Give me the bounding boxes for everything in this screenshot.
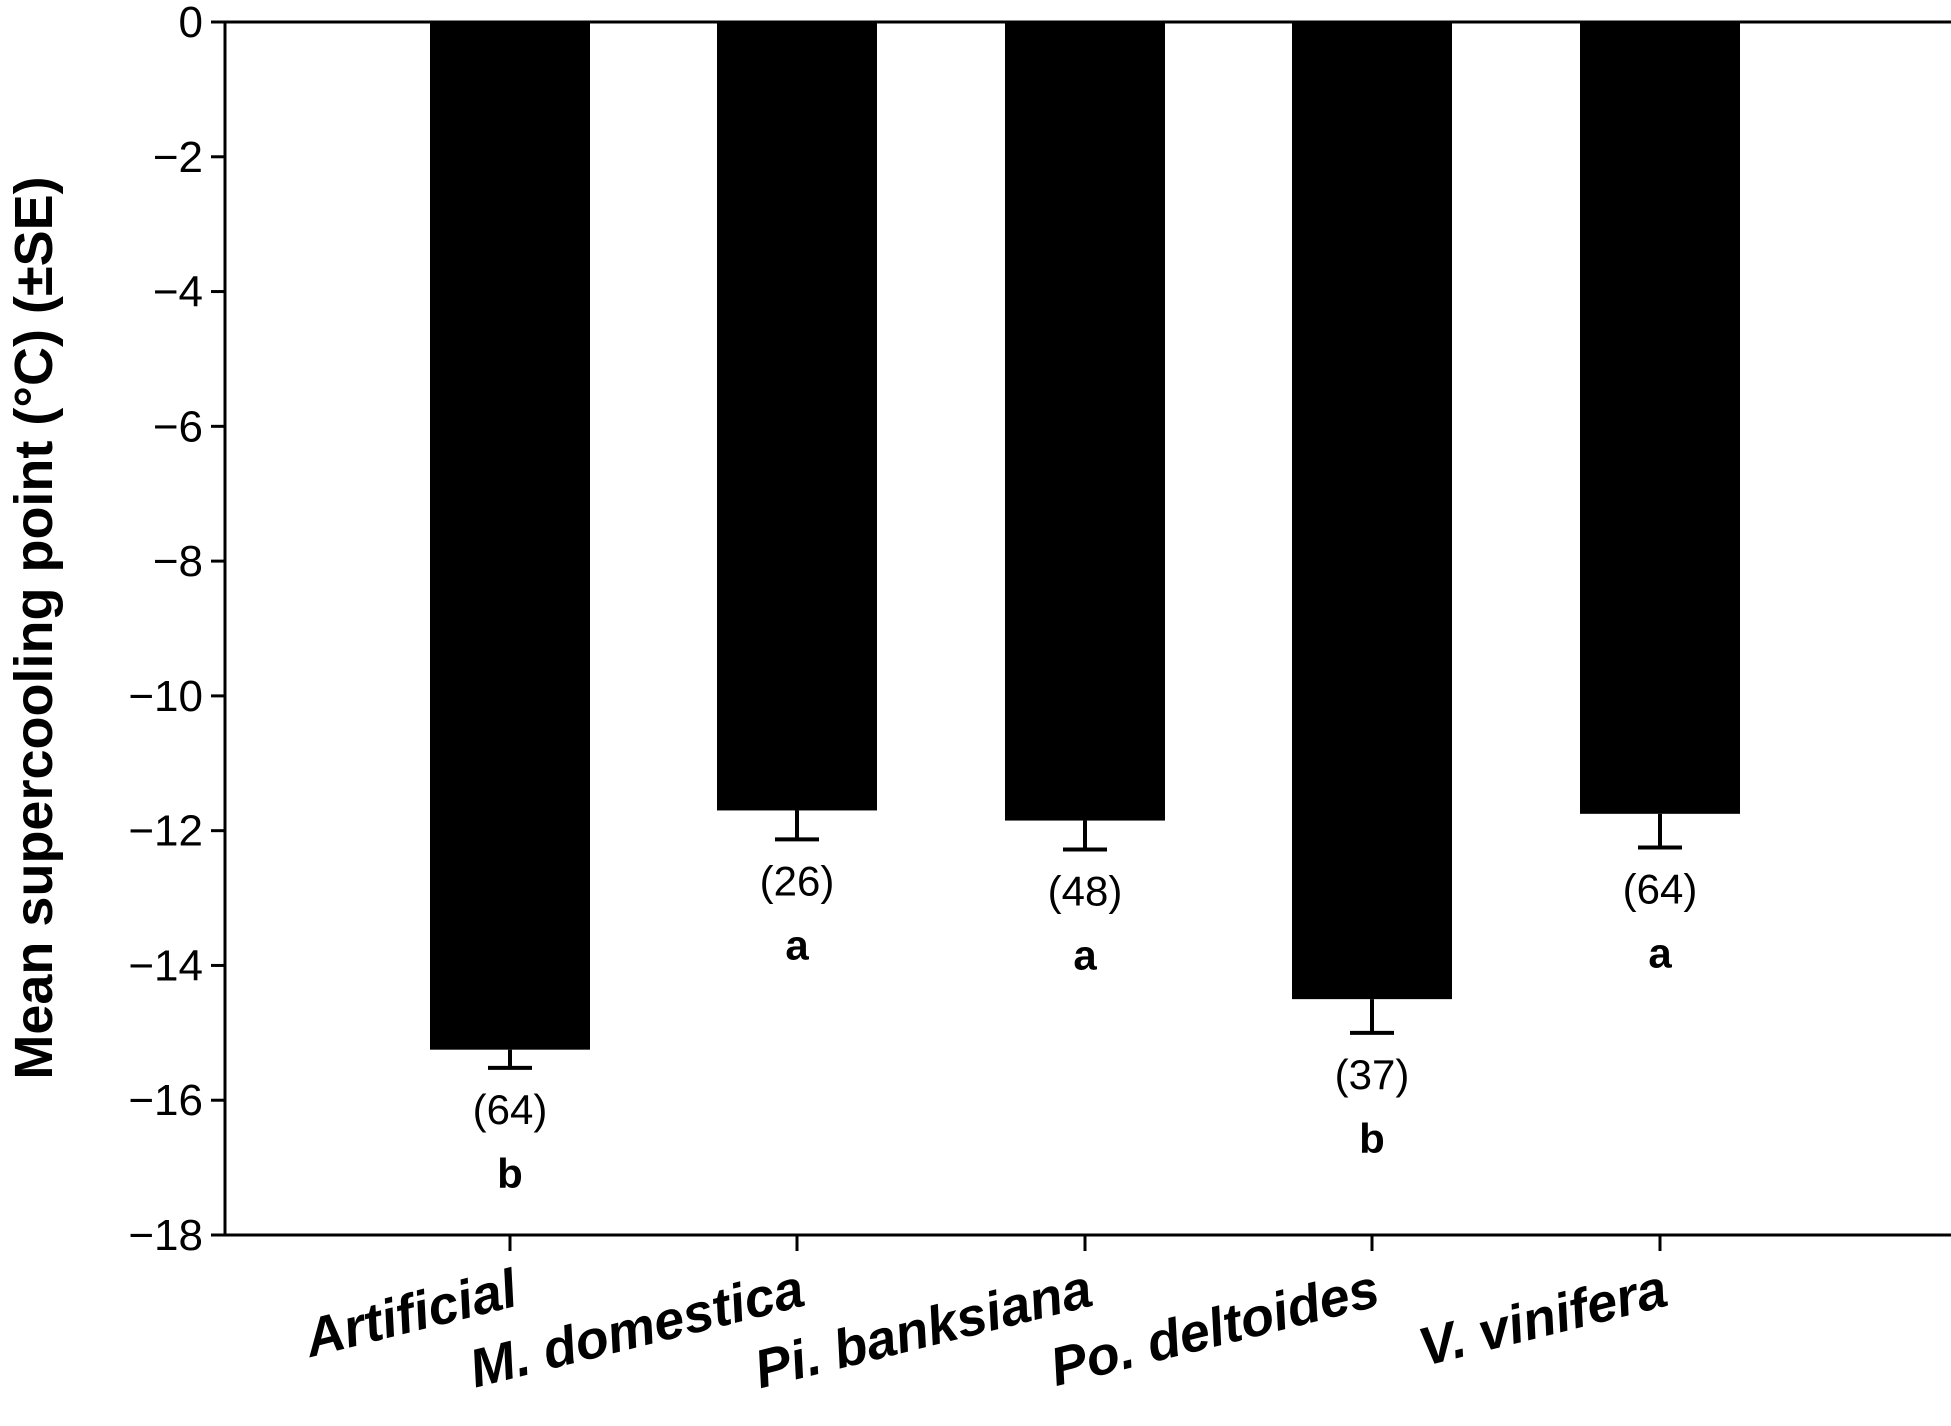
bar xyxy=(430,22,590,1050)
bars xyxy=(430,22,1740,1070)
bar-annotations: (64) b (26) a (48) a (37) b (64) a xyxy=(473,857,1698,1196)
significance-letter: b xyxy=(1359,1115,1385,1162)
sample-size-label: (64) xyxy=(473,1086,548,1133)
significance-letter: a xyxy=(785,921,809,968)
y-tick-label: −6 xyxy=(153,402,203,451)
y-tick-label: 0 xyxy=(179,0,203,47)
sample-size-label: (26) xyxy=(760,857,835,904)
y-tick-label: −14 xyxy=(128,941,203,990)
y-tick-label: −4 xyxy=(153,268,203,317)
category-label: V. vinifera xyxy=(1413,1258,1673,1377)
y-tick-label: −10 xyxy=(128,672,203,721)
y-tick-label: −8 xyxy=(153,537,203,586)
sample-size-label: (64) xyxy=(1623,866,1698,913)
bar xyxy=(1005,22,1165,821)
significance-letter: a xyxy=(1648,930,1672,977)
y-axis-title: Mean supercooling point (°C) (±SE) xyxy=(4,176,64,1079)
y-tick-label: −18 xyxy=(128,1211,203,1260)
category-label: Po. deltoides xyxy=(1044,1258,1385,1398)
y-axis-ticks: 0 −2 −4 −6 −8 −10 −12 −14 −16 −18 xyxy=(128,0,225,1260)
sample-size-label: (37) xyxy=(1335,1051,1410,1098)
significance-letter: b xyxy=(497,1150,523,1197)
y-tick-label: −16 xyxy=(128,1076,203,1125)
bar xyxy=(1580,22,1740,814)
y-tick-label: −12 xyxy=(128,807,203,856)
sample-size-label: (48) xyxy=(1048,868,1123,915)
y-tick-label: −2 xyxy=(153,133,203,182)
category-label: Pi. banksiana xyxy=(748,1258,1097,1400)
significance-letter: a xyxy=(1073,932,1097,979)
bar xyxy=(1292,22,1452,1000)
bar xyxy=(717,22,877,811)
